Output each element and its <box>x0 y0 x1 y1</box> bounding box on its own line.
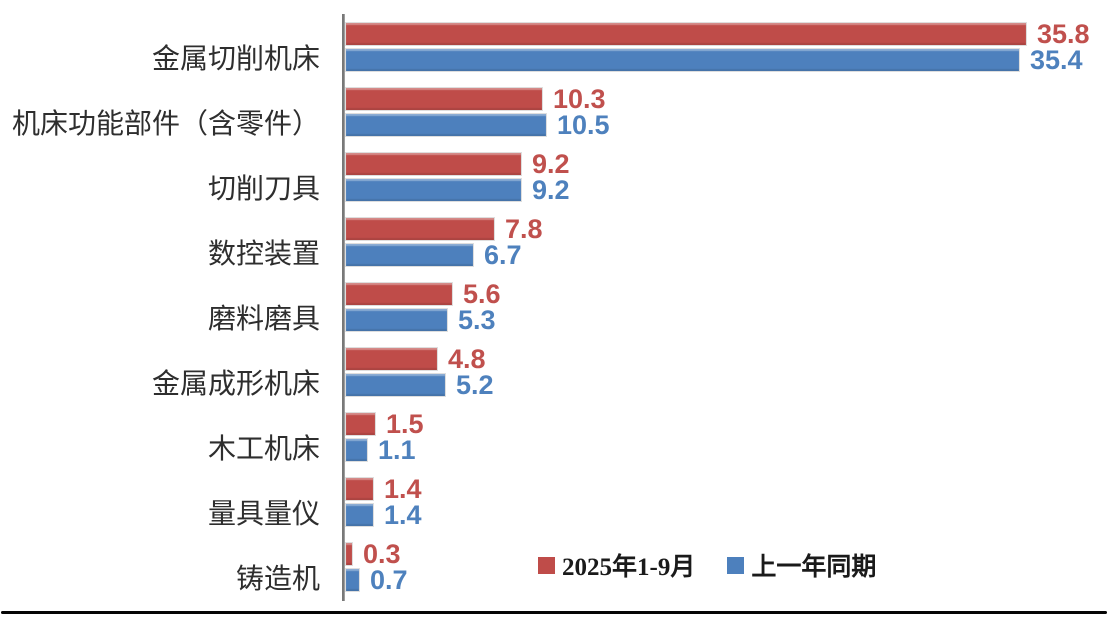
value-label: 4.8 <box>448 343 486 374</box>
bar-current-period <box>346 88 542 110</box>
bottom-border-line <box>1 611 1107 614</box>
chart-row: 量具量仪 1.4 1.4 <box>0 473 1108 543</box>
value-label: 0.3 <box>363 538 401 569</box>
bar-current-period <box>346 23 1026 45</box>
legend-item-current-period: 2025年1-9月 <box>538 547 695 583</box>
value-label: 5.2 <box>456 369 494 400</box>
category-label: 数控装置 <box>207 239 320 270</box>
chart-row: 数控装置 7.8 6.7 <box>0 213 1108 283</box>
bar-previous-period <box>346 179 521 201</box>
category-label: 切削刀具 <box>207 174 320 205</box>
value-label: 10.5 <box>557 109 610 140</box>
value-label: 1.4 <box>384 473 422 504</box>
legend: 2025年1-9月 上一年同期 <box>538 547 876 583</box>
value-label: 1.5 <box>386 408 424 439</box>
legend-swatch-red <box>538 556 555 574</box>
bar-previous-period <box>346 504 373 526</box>
bar-previous-period <box>346 114 546 136</box>
bar-current-period <box>346 543 352 565</box>
bar-current-period <box>346 218 494 240</box>
bar-current-period <box>346 348 437 370</box>
category-label: 铸造机 <box>235 564 320 595</box>
category-label: 量具量仪 <box>207 499 320 530</box>
bar-previous-period <box>346 309 447 331</box>
value-label: 35.4 <box>1030 44 1083 75</box>
value-label: 7.8 <box>505 213 543 244</box>
bar-previous-period <box>346 49 1019 71</box>
value-label: 9.2 <box>532 174 570 205</box>
bar-previous-period <box>346 439 367 461</box>
bar-previous-period <box>346 374 445 396</box>
bar-current-period <box>346 413 375 435</box>
value-label: 1.4 <box>384 499 422 530</box>
legend-item-previous-period: 上一年同期 <box>727 547 876 583</box>
chart-row: 金属切削机床 35.8 35.4 <box>0 18 1108 88</box>
legend-label: 上一年同期 <box>751 554 877 581</box>
category-label: 木工机床 <box>207 434 320 465</box>
value-label: 6.7 <box>484 239 522 270</box>
bar-previous-period <box>346 569 359 591</box>
bar-previous-period <box>346 244 473 266</box>
bar-current-period <box>346 478 373 500</box>
value-label: 35.8 <box>1037 18 1090 49</box>
value-label: 1.1 <box>378 434 416 465</box>
chart-row: 铸造机 0.3 0.7 <box>0 538 1108 608</box>
category-label: 金属切削机床 <box>151 44 320 75</box>
value-label: 10.3 <box>553 83 606 114</box>
value-label: 5.6 <box>463 278 501 309</box>
legend-label: 2025年1-9月 <box>562 554 696 581</box>
chart-rows: 金属切削机床 35.8 35.4 机床功能部件（含零件） 10.3 10.5 切削刀具 9.2… <box>0 18 1108 608</box>
legend-swatch-blue <box>727 556 745 574</box>
chart-row: 木工机床 1.5 1.1 <box>0 408 1108 478</box>
value-label: 5.3 <box>458 304 496 335</box>
value-label: 9.2 <box>532 148 570 179</box>
category-label: 金属成形机床 <box>151 369 320 400</box>
chart-row: 切削刀具 9.2 9.2 <box>0 148 1108 218</box>
value-label: 0.7 <box>370 564 408 595</box>
category-axis-line <box>342 14 345 601</box>
category-label: 磨料磨具 <box>207 304 320 335</box>
category-label: 机床功能部件（含零件） <box>11 109 320 140</box>
chart-row: 磨料磨具 5.6 5.3 <box>0 278 1108 348</box>
bar-current-period <box>346 283 452 305</box>
chart-row: 机床功能部件（含零件） 10.3 10.5 <box>0 83 1108 153</box>
chart-row: 金属成形机床 4.8 5.2 <box>0 343 1108 413</box>
bar-current-period <box>346 153 521 175</box>
